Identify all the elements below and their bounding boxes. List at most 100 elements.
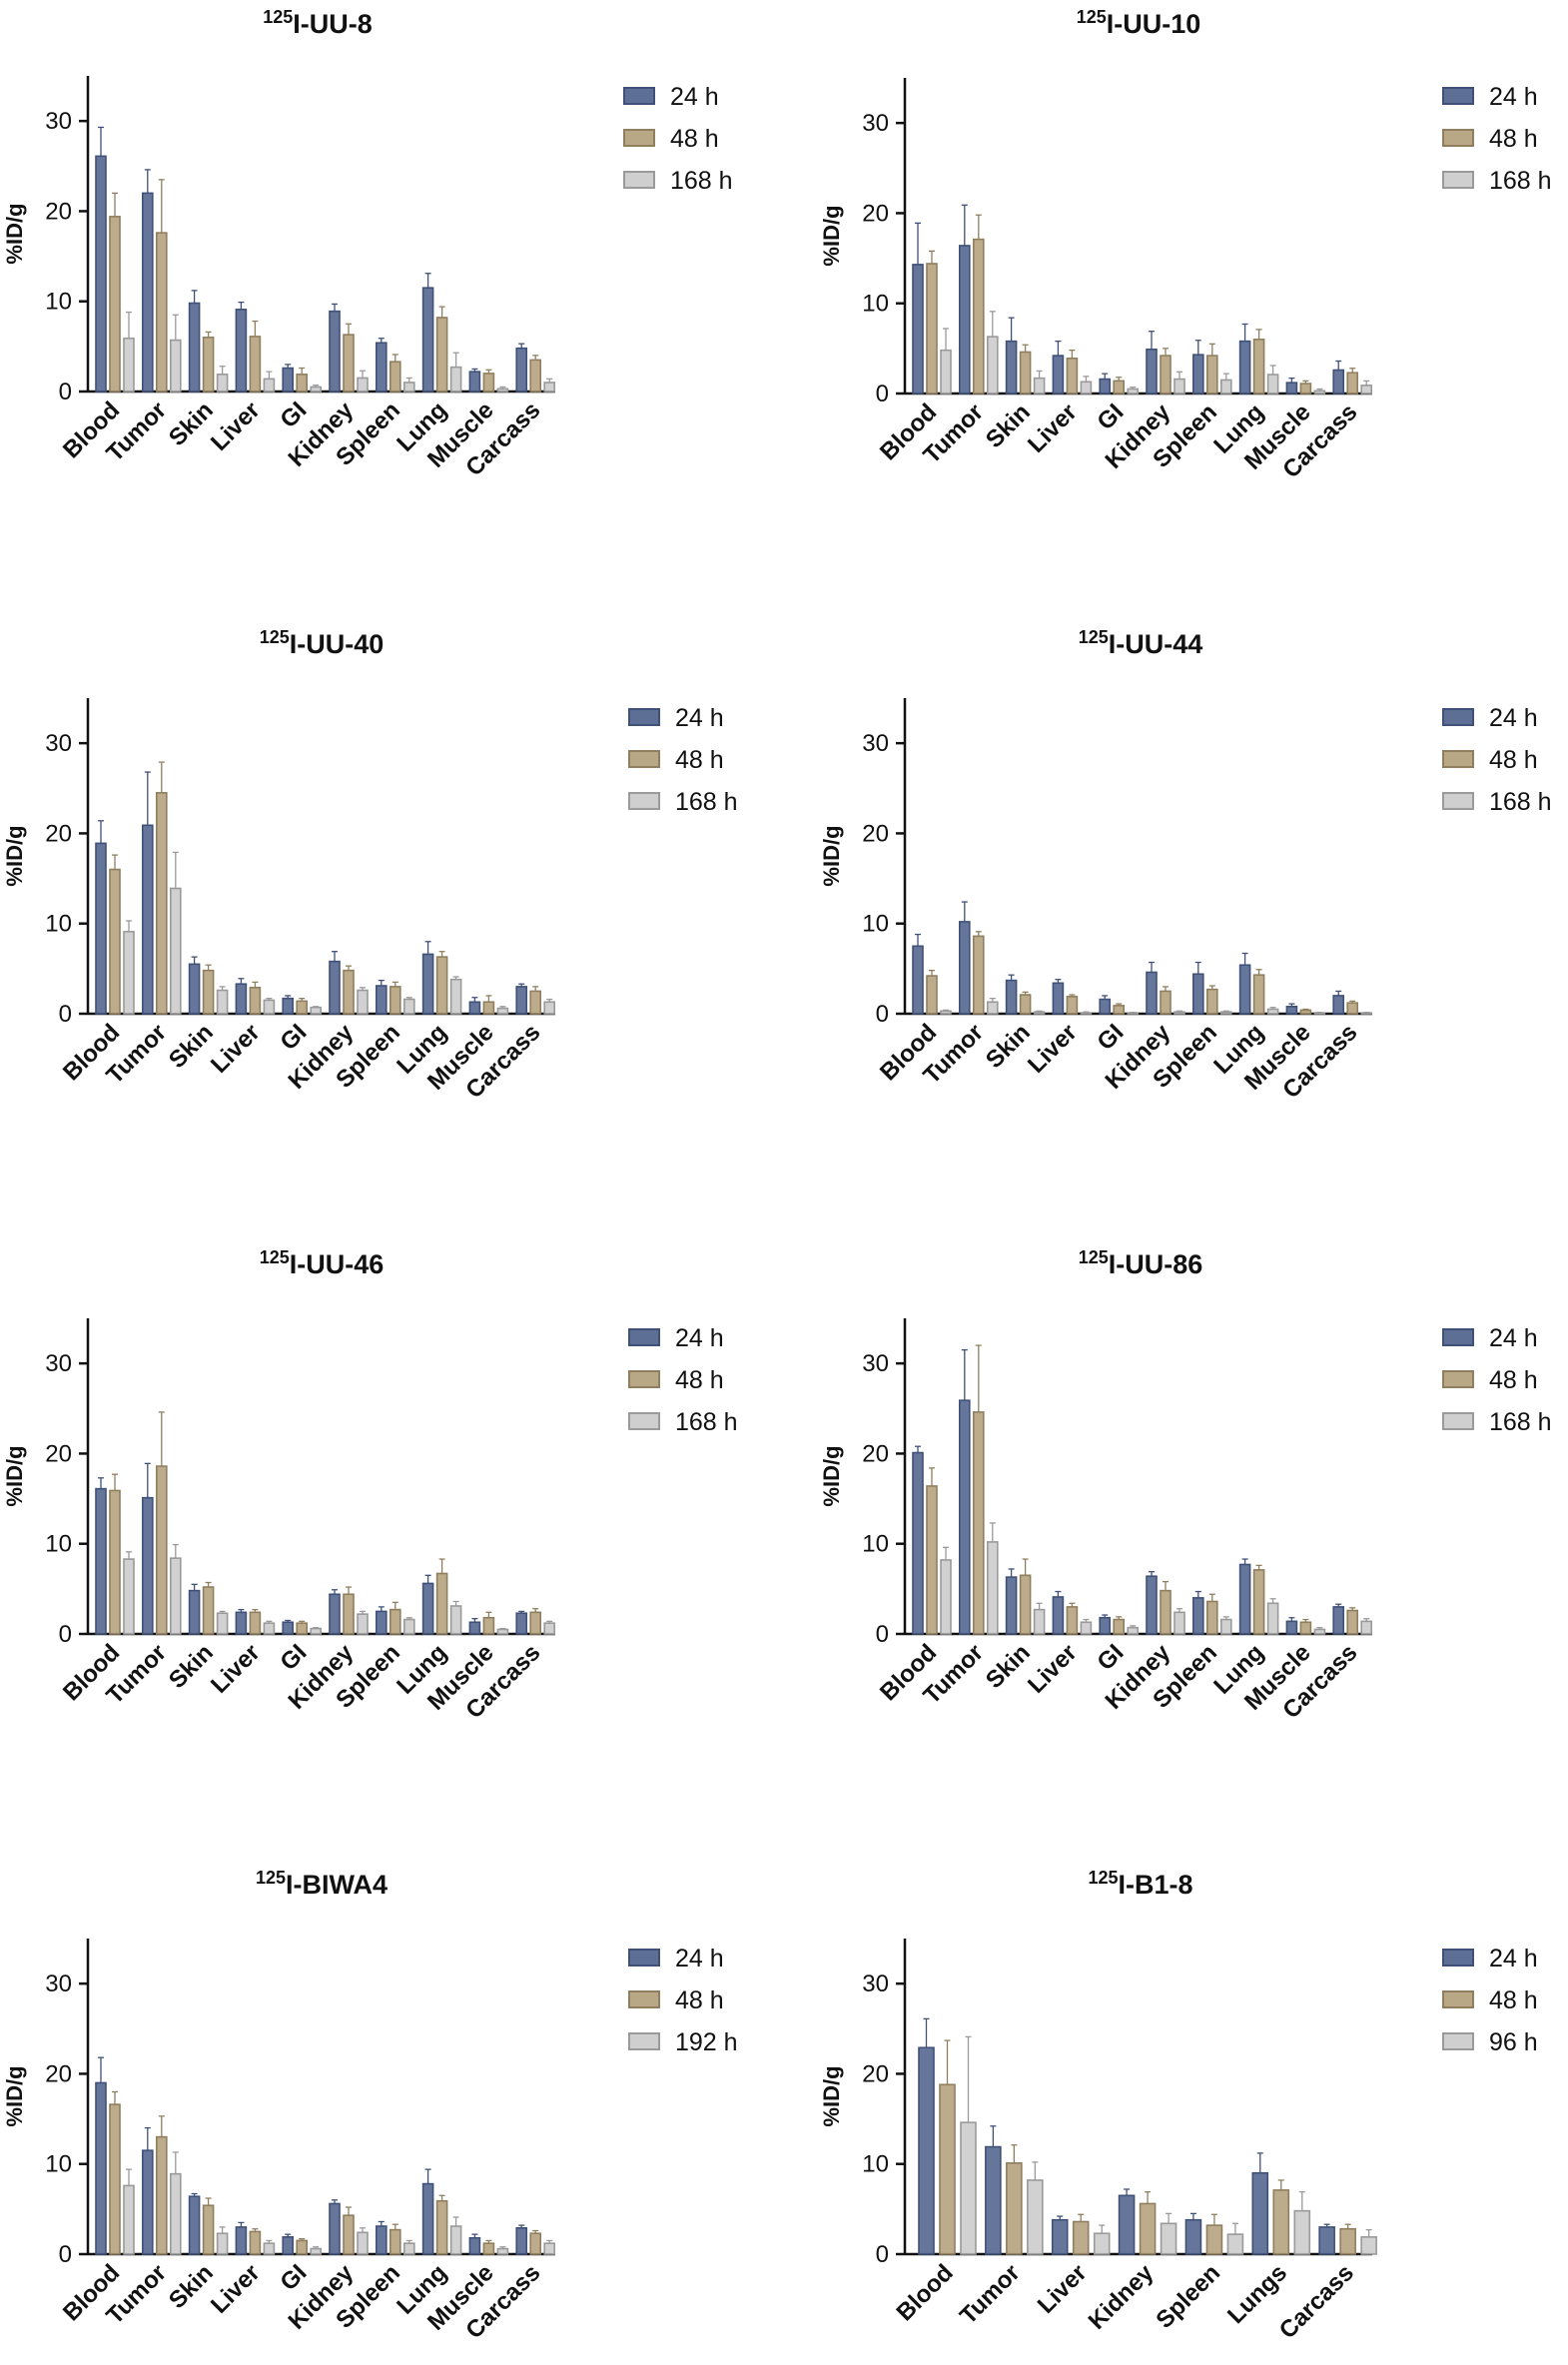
bar-tumor-168h bbox=[170, 339, 182, 393]
bar-kidney-48h bbox=[1160, 355, 1172, 394]
bar-muscle-48h bbox=[1299, 1009, 1312, 1015]
bar-lung-24h bbox=[421, 287, 434, 393]
bar-lung-48h bbox=[435, 2199, 448, 2255]
bar-carcass-48h bbox=[1346, 1609, 1358, 1635]
bar-muscle-48h bbox=[482, 1001, 495, 1015]
bar-blood-24h bbox=[95, 842, 107, 1015]
bar-kidney-48h bbox=[1139, 2202, 1157, 2255]
bar-tumor-24h bbox=[985, 2145, 1002, 2255]
bar-kidney-168h bbox=[357, 989, 369, 1015]
bar-lungs-96h bbox=[1293, 2209, 1311, 2255]
bar-carcass-168h bbox=[543, 382, 556, 393]
x-tick-label: GI bbox=[275, 2259, 312, 2296]
bar-tumor-168h bbox=[986, 336, 999, 394]
bar-carcass-48h bbox=[529, 359, 542, 393]
bar-skin-24h bbox=[1005, 1576, 1018, 1635]
y-tick-label: 10 bbox=[45, 911, 72, 938]
bar-carcass-24h bbox=[1332, 1606, 1344, 1635]
bar-gi-48h bbox=[1113, 380, 1125, 394]
legend-label: 48 h bbox=[675, 1366, 724, 1394]
bar-blood-24h bbox=[95, 2081, 107, 2255]
y-tick-label: 30 bbox=[45, 1971, 72, 1997]
bar-skin-168h bbox=[1033, 1608, 1046, 1635]
x-tick-label: Liver bbox=[1033, 2259, 1093, 2319]
bar-tumor-24h bbox=[142, 1496, 154, 1635]
bar-liver-48h bbox=[1066, 357, 1079, 394]
y-tick-label: 0 bbox=[59, 1001, 72, 1028]
bar-skin-48h bbox=[202, 337, 215, 393]
x-tick-label: GI bbox=[275, 396, 312, 433]
bar-spleen-48h bbox=[1206, 988, 1218, 1015]
bar-spleen-24h bbox=[1192, 354, 1204, 394]
legend-label: 24 h bbox=[1489, 1945, 1538, 1972]
legend-label: 96 h bbox=[1489, 2028, 1538, 2056]
y-axis-label: %ID/g bbox=[819, 1445, 844, 1506]
bar-blood-192h bbox=[123, 2184, 135, 2255]
bar-blood-48h bbox=[939, 2083, 956, 2255]
bar-spleen-168h bbox=[402, 998, 415, 1015]
bar-carcass-168h bbox=[1360, 1620, 1372, 1635]
bar-tumor-48h bbox=[156, 791, 168, 1015]
legend-label: 48 h bbox=[675, 746, 724, 774]
bar-lungs-24h bbox=[1251, 2171, 1269, 2255]
chart-panel-3: 125I-UU-40%ID/g0102030BloodTumorSkinLive… bbox=[2, 627, 738, 1104]
bar-skin-24h bbox=[188, 302, 201, 393]
bar-carcass-96h bbox=[1360, 2236, 1377, 2255]
bar-liver-48h bbox=[249, 336, 262, 393]
chart-title: 125I-UU-86 bbox=[1079, 1247, 1203, 1279]
bar-carcass-24h bbox=[515, 986, 528, 1015]
chart-title: 125I-UU-40 bbox=[260, 627, 385, 659]
bar-kidney-48h bbox=[1160, 990, 1172, 1015]
legend-label: 168 h bbox=[675, 788, 738, 816]
x-tick-label: GI bbox=[275, 1639, 312, 1676]
legend-label: 24 h bbox=[675, 1945, 724, 1972]
bar-skin-48h bbox=[1019, 1574, 1032, 1635]
bar-blood-168h bbox=[940, 349, 952, 394]
legend-swatch bbox=[1442, 1949, 1474, 1967]
legend-swatch bbox=[1442, 708, 1474, 726]
bar-skin-192h bbox=[216, 2232, 229, 2255]
bar-kidney-24h bbox=[1146, 1575, 1158, 1635]
legend-swatch bbox=[628, 792, 660, 810]
bar-blood-168h bbox=[123, 1558, 135, 1635]
bar-gi-48h bbox=[296, 374, 309, 393]
bar-muscle-48h bbox=[1299, 1621, 1312, 1635]
bar-skin-168h bbox=[1033, 377, 1046, 394]
bar-muscle-24h bbox=[468, 1001, 481, 1015]
chart-title: 125I-BIWA4 bbox=[256, 1868, 388, 1900]
y-tick-label: 0 bbox=[59, 1621, 72, 1648]
bar-kidney-48h bbox=[343, 969, 355, 1015]
bar-blood-168h bbox=[940, 1010, 952, 1015]
bar-liver-48h bbox=[1066, 1606, 1079, 1635]
bar-lung-168h bbox=[1266, 1008, 1279, 1015]
bar-tumor-48h bbox=[1006, 2162, 1023, 2255]
bar-blood-24h bbox=[912, 1451, 924, 1635]
chart-title-superscript: 125 bbox=[260, 1247, 290, 1267]
bar-muscle-168h bbox=[496, 1628, 509, 1635]
bar-liver-168h bbox=[1080, 381, 1093, 394]
bar-spleen-168h bbox=[402, 382, 415, 393]
bar-lung-48h bbox=[1252, 1569, 1265, 1635]
y-tick-label: 0 bbox=[876, 1001, 889, 1028]
y-axis-label: %ID/g bbox=[819, 2065, 844, 2126]
bar-kidney-48h bbox=[343, 1593, 355, 1635]
bar-gi-192h bbox=[310, 2247, 323, 2255]
legend-label: 48 h bbox=[675, 1986, 724, 2014]
bar-tumor-96h bbox=[1027, 2179, 1044, 2255]
x-tick-label: Tumor bbox=[955, 2259, 1026, 2330]
bar-kidney-48h bbox=[343, 334, 355, 393]
bar-liver-168h bbox=[1080, 1621, 1093, 1635]
y-tick-label: 20 bbox=[45, 1440, 72, 1467]
bar-muscle-24h bbox=[1285, 1620, 1298, 1635]
bar-blood-168h bbox=[940, 1559, 952, 1635]
bar-liver-48h bbox=[1072, 2220, 1090, 2255]
x-tick-label: Skin bbox=[164, 1019, 219, 1074]
legend-label: 24 h bbox=[675, 704, 724, 732]
chart-title: 125I-UU-10 bbox=[1077, 7, 1201, 39]
y-tick-label: 20 bbox=[862, 200, 889, 227]
y-tick-label: 10 bbox=[45, 2151, 72, 2178]
x-tick-label: Liver bbox=[1023, 398, 1083, 458]
legend-swatch bbox=[1442, 750, 1474, 768]
bar-blood-24h bbox=[912, 264, 924, 394]
